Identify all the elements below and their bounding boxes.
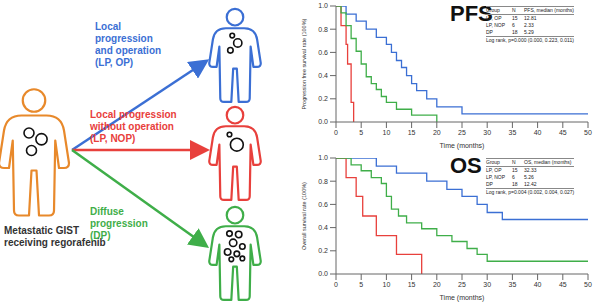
svg-text:Local progression: Local progression [90, 109, 177, 120]
svg-text:35: 35 [509, 129, 517, 136]
html-text:LP, NOP: LP, NOP [486, 22, 506, 28]
svg-text:20: 20 [433, 281, 441, 288]
svg-text:Metastatic GIST: Metastatic GIST [4, 225, 79, 236]
html-text:Group: Group [486, 7, 500, 13]
svg-text:0.2: 0.2 [318, 95, 328, 102]
html-text:12.81: 12.81 [524, 15, 537, 21]
svg-text:25: 25 [458, 281, 466, 288]
svg-text:receiving regorafenib: receiving regorafenib [4, 237, 106, 248]
svg-text:0.2: 0.2 [318, 247, 328, 254]
svg-text:40: 40 [534, 129, 542, 136]
svg-text:Time (months): Time (months) [440, 294, 485, 302]
html-text:15: 15 [512, 15, 518, 21]
svg-text:progression: progression [90, 218, 148, 229]
svg-text:without operation: without operation [89, 121, 174, 132]
svg-text:40: 40 [534, 281, 542, 288]
svg-text:Diffuse: Diffuse [90, 206, 124, 217]
html-text:18: 18 [512, 29, 518, 35]
html-text:PFS, median (months): PFS, median (months) [524, 7, 574, 13]
html-text:LP, OP: LP, OP [486, 167, 502, 173]
svg-text:45: 45 [559, 281, 567, 288]
svg-text:10: 10 [383, 129, 391, 136]
svg-text:0.6: 0.6 [318, 49, 328, 56]
svg-text:0.6: 0.6 [318, 201, 328, 208]
svg-text:(LP, NOP): (LP, NOP) [90, 133, 135, 144]
html-text:DP: DP [486, 181, 493, 187]
svg-text:30: 30 [483, 281, 491, 288]
svg-text:Progression free survival rate: Progression free survival rate (100%) [301, 18, 307, 109]
svg-text:0.4: 0.4 [318, 72, 328, 79]
svg-text:5: 5 [359, 129, 363, 136]
html-text:5.29: 5.29 [524, 29, 534, 35]
svg-text:(DP): (DP) [90, 230, 111, 241]
svg-text:5: 5 [359, 281, 363, 288]
svg-text:(LP, OP): (LP, OP) [95, 57, 133, 68]
html-text:LP, OP: LP, OP [486, 15, 502, 21]
html-text:12.42: 12.42 [524, 181, 537, 187]
svg-text:0.0: 0.0 [318, 270, 328, 277]
svg-text:progression: progression [95, 33, 153, 44]
svg-text:0: 0 [334, 129, 338, 136]
svg-text:10: 10 [383, 281, 391, 288]
svg-text:30: 30 [483, 129, 491, 136]
svg-text:0.8: 0.8 [318, 26, 328, 33]
html-text:6: 6 [512, 174, 515, 180]
svg-text:0.0: 0.0 [318, 118, 328, 125]
svg-text:1.0: 1.0 [318, 2, 328, 9]
svg-text:50: 50 [584, 129, 592, 136]
svg-text:0: 0 [334, 281, 338, 288]
svg-text:1.0: 1.0 [318, 154, 328, 161]
svg-text:0.8: 0.8 [318, 178, 328, 185]
svg-text:and operation: and operation [95, 45, 161, 56]
html-text:N: N [512, 7, 516, 13]
svg-text:Overall survival rate (100%): Overall survival rate (100%) [301, 182, 307, 250]
svg-text:50: 50 [584, 281, 592, 288]
html-text:Group: Group [486, 159, 500, 165]
html-text:DP: DP [486, 29, 493, 35]
html-text:15: 15 [512, 167, 518, 173]
svg-text:35: 35 [509, 281, 517, 288]
svg-text:Local: Local [95, 21, 121, 32]
html-text:PFS: PFS [450, 1, 493, 26]
svg-text:20: 20 [433, 129, 441, 136]
svg-text:Time (months): Time (months) [440, 142, 485, 150]
html-text:LP, NOP: LP, NOP [486, 174, 506, 180]
html-text:18: 18 [512, 181, 518, 187]
svg-text:15: 15 [408, 129, 416, 136]
html-text:OS, median (months): OS, median (months) [524, 159, 572, 165]
html-text:Log rank, p=0.004 (0.002, 0.00: Log rank, p=0.004 (0.002, 0.004, 0.027) [486, 189, 575, 195]
html-text:Log rank, p=0.000 (0.000, 0.22: Log rank, p=0.000 (0.000, 0.223, 0.011) [486, 37, 574, 43]
svg-text:45: 45 [559, 129, 567, 136]
html-text:6: 6 [512, 22, 515, 28]
html-text:5.26: 5.26 [524, 174, 534, 180]
svg-text:15: 15 [408, 281, 416, 288]
svg-text:25: 25 [458, 129, 466, 136]
html-text:2.33: 2.33 [524, 22, 534, 28]
html-text:32.33: 32.33 [524, 167, 537, 173]
html-text:N: N [512, 159, 516, 165]
html-text:OS: OS [450, 153, 482, 178]
svg-text:0.4: 0.4 [318, 224, 328, 231]
